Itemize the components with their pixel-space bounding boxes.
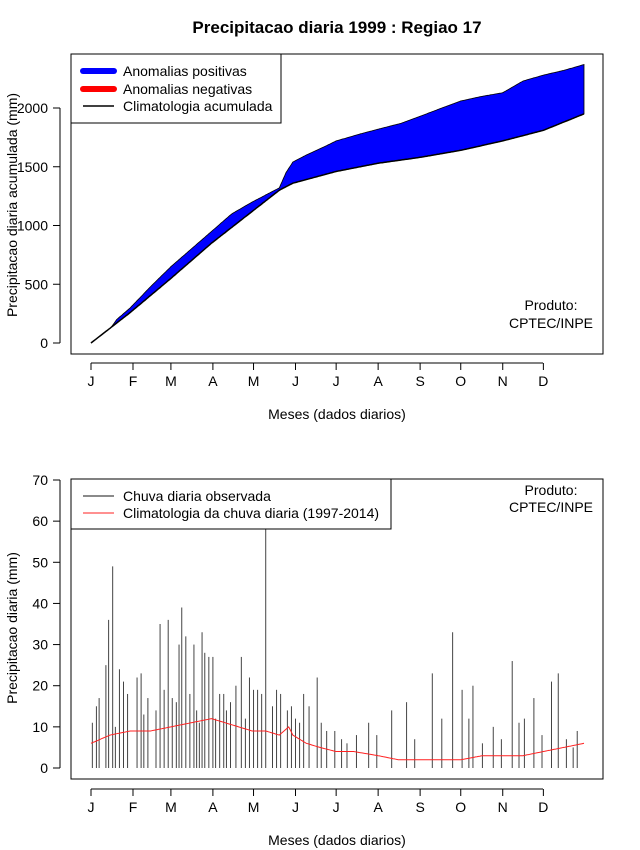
- top-x-tick-label: S: [415, 373, 424, 389]
- legend-label-daily-climatology: Climatologia da chuva diaria (1997-2014): [123, 505, 379, 521]
- top-x-tick-label: D: [538, 373, 548, 389]
- bottom-y-tick-label: 20: [32, 678, 48, 694]
- top-y-tick-label: 500: [25, 276, 49, 292]
- bottom-y-tick-label: 50: [32, 554, 48, 570]
- legend-label-climatology: Climatologia acumulada: [123, 98, 273, 114]
- bottom-y-tick-label: 30: [32, 637, 48, 653]
- top-y-axis-label: Precipitacao diaria acumulada (mm): [4, 93, 20, 317]
- bottom-legend: Chuva diaria observada Climatologia da c…: [70, 478, 392, 530]
- bottom-x-tick-label: O: [455, 799, 466, 815]
- climatology-cumulative-line: [90, 113, 585, 344]
- top-y-ticks: 0 500 1000 1500 2000: [17, 100, 60, 351]
- bottom-x-tick-label: S: [415, 799, 424, 815]
- top-x-axis-label: Meses (dados diarios): [268, 406, 406, 422]
- top-plot-frame: [70, 53, 604, 355]
- bottom-y-tick-label: 40: [32, 595, 48, 611]
- bottom-x-tick-label: M: [165, 799, 177, 815]
- top-x-tick-label: J: [292, 373, 299, 389]
- bottom-x-tick-label: J: [333, 799, 340, 815]
- top-x-tick-label: N: [498, 373, 508, 389]
- top-product-note-line1: Produto:: [525, 297, 578, 313]
- bottom-y-tick-label: 10: [32, 719, 48, 735]
- top-x-tick-label: A: [208, 373, 218, 389]
- bottom-x-tick-label: J: [292, 799, 299, 815]
- top-legend: Anomalias positivas Anomalias negativas …: [70, 53, 282, 124]
- bottom-x-tick-label: M: [248, 799, 260, 815]
- bottom-x-axis-label: Meses (dados diarios): [268, 832, 406, 848]
- bottom-y-tick-label: 0: [40, 760, 48, 776]
- figure-title: Precipitacao diaria 1999 : Regiao 17: [192, 18, 481, 37]
- legend-label-positive: Anomalias positivas: [123, 63, 247, 79]
- top-y-tick-label: 0: [40, 335, 48, 351]
- top-x-tick-label: A: [373, 373, 383, 389]
- top-x-tick-label: M: [248, 373, 260, 389]
- top-x-tick-label: J: [333, 373, 340, 389]
- top-product-note-line2: CPTEC/INPE: [509, 315, 593, 331]
- bottom-x-tick-label: A: [208, 799, 218, 815]
- daily-chart: J F M A M J J A S O N D 0 10 20 30 40 50 60 70 Meses (dado…: [4, 472, 604, 848]
- bottom-x-tick-label: F: [129, 799, 138, 815]
- bottom-y-ticks: 0 10 20 30 40 50 60 70: [32, 472, 60, 776]
- bottom-y-tick-label: 60: [32, 513, 48, 529]
- observed-daily-bars: [91, 529, 578, 768]
- legend-label-negative: Anomalias negativas: [123, 81, 252, 97]
- bottom-product-note-line2: CPTEC/INPE: [509, 499, 593, 515]
- top-y-tick-label: 1000: [17, 218, 48, 234]
- top-x-tick-label: F: [129, 373, 138, 389]
- daily-climatology-layer: [90, 718, 585, 761]
- legend-label-observed: Chuva diaria observada: [123, 488, 271, 504]
- bottom-y-tick-label: 70: [32, 472, 48, 488]
- daily-climatology-line: [90, 718, 585, 761]
- top-y-tick-label: 2000: [17, 100, 48, 116]
- bottom-legend-box: [70, 478, 392, 530]
- top-x-tick-label: O: [455, 373, 466, 389]
- top-x-tick-label: M: [165, 373, 177, 389]
- bottom-x-tick-label: J: [88, 799, 95, 815]
- top-y-tick-label: 1500: [17, 159, 48, 175]
- bottom-x-tick-label: A: [373, 799, 383, 815]
- bottom-x-tick-label: D: [538, 799, 548, 815]
- bottom-product-note-line1: Produto:: [525, 482, 578, 498]
- bottom-y-axis-label: Precipitacao diaria (mm): [4, 552, 20, 704]
- top-plot-area: [90, 63, 585, 344]
- cumulative-chart: J F M A M J J A S O N D 0 500 1000 1500 2000 Meses (dad…: [4, 53, 604, 422]
- bottom-x-tick-label: N: [498, 799, 508, 815]
- top-x-tick-label: J: [88, 373, 95, 389]
